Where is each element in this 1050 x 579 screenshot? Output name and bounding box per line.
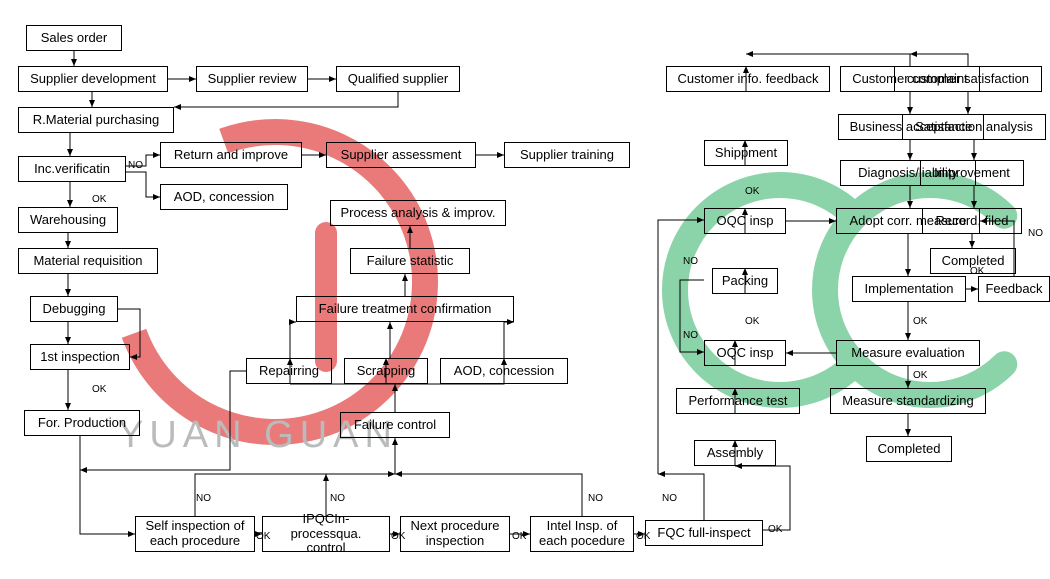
flowchart-canvas: YUAN GUAN Sales orderSupplier developmen… bbox=[0, 0, 1050, 579]
edge-label: NO bbox=[683, 256, 698, 267]
node-mat-requisition: Material requisition bbox=[18, 248, 158, 274]
edge bbox=[395, 474, 582, 516]
edge-label: OK bbox=[745, 186, 759, 197]
node-sales-order: Sales order bbox=[26, 25, 122, 51]
node-supplier-review: Supplier review bbox=[196, 66, 308, 92]
node-satisf-analysis: Satisfaction analysis bbox=[902, 114, 1046, 140]
node-return-improve: Return and improve bbox=[160, 142, 302, 168]
node-next-proc-insp: Next procedure inspection bbox=[400, 516, 510, 552]
node-aod-concession1: AOD, concession bbox=[160, 184, 288, 210]
node-warehousing: Warehousing bbox=[18, 207, 118, 233]
edge bbox=[195, 474, 395, 516]
node-oqc-insp2: OQC insp bbox=[704, 340, 786, 366]
node-supplier-training: Supplier training bbox=[504, 142, 630, 168]
node-supplier-assess: Supplier assessment bbox=[326, 142, 476, 168]
node-feedback: Feedback bbox=[978, 276, 1050, 302]
node-measure-eval: Measure evaluation bbox=[836, 340, 980, 366]
edge-label: NO bbox=[330, 493, 345, 504]
edge bbox=[910, 54, 968, 66]
node-self-insp: Self inspection of each procedure bbox=[135, 516, 255, 552]
node-oqc-insp1: OQC insp bbox=[704, 208, 786, 234]
node-packing: Packing bbox=[712, 268, 778, 294]
edge-label: OK bbox=[391, 531, 405, 542]
edge-label: OK bbox=[512, 531, 526, 542]
node-failure-statistic: Failure statistic bbox=[350, 248, 470, 274]
node-debugging: Debugging bbox=[30, 296, 118, 322]
edge-label: NO bbox=[196, 493, 211, 504]
edge-label: NO bbox=[1028, 228, 1043, 239]
edge-label: NO bbox=[662, 493, 677, 504]
edge-label: OK bbox=[970, 266, 984, 277]
edge-label: OK bbox=[636, 531, 650, 542]
edge-label: OK bbox=[92, 194, 106, 205]
node-inc-verif: Inc.verificatin bbox=[18, 156, 126, 182]
edge-label: NO bbox=[128, 160, 143, 171]
edge bbox=[746, 54, 910, 66]
node-fqc-full: FQC full-inspect bbox=[645, 520, 763, 546]
edge-label: NO bbox=[588, 493, 603, 504]
edge bbox=[174, 92, 398, 107]
node-failure-treat-conf: Failure treatment confirmation bbox=[296, 296, 514, 322]
node-performance-test: Performance test bbox=[676, 388, 800, 414]
node-rmat-purchasing: R.Material purchasing bbox=[18, 107, 174, 133]
edge-label: OK bbox=[913, 316, 927, 327]
node-measure-std: Measure standardizing bbox=[830, 388, 986, 414]
node-repairring: Repairring bbox=[246, 358, 332, 384]
edge-label: OK bbox=[745, 316, 759, 327]
edge bbox=[80, 436, 135, 534]
edge-label: NO bbox=[683, 330, 698, 341]
edge-label: OK bbox=[256, 531, 270, 542]
node-first-insp: 1st inspection bbox=[30, 344, 130, 370]
node-process-analysis: Process analysis & improv. bbox=[330, 200, 506, 226]
node-for-production: For. Production bbox=[24, 410, 140, 436]
node-improvement: Improvement bbox=[920, 160, 1024, 186]
edge bbox=[504, 322, 514, 358]
node-cust-info-fb: Customer info. feedback bbox=[666, 66, 830, 92]
node-intel-insp: Intel Insp. of each pocedure bbox=[530, 516, 634, 552]
node-ipqc: IPQCIn-processqua. control bbox=[262, 516, 390, 552]
node-scrapping: Scrapping bbox=[344, 358, 428, 384]
node-failure-control: Failure control bbox=[340, 412, 450, 438]
node-assembly: Assembly bbox=[694, 440, 776, 466]
edge-label: OK bbox=[913, 370, 927, 381]
node-record-filed: Record, filed bbox=[922, 208, 1022, 234]
edge-label: OK bbox=[768, 524, 782, 535]
node-supplier-dev: Supplier development bbox=[18, 66, 168, 92]
node-qualified-supplier: Qualified supplier bbox=[336, 66, 460, 92]
edge bbox=[126, 172, 160, 197]
edge-label: OK bbox=[92, 384, 106, 395]
node-completed2: Completed bbox=[866, 436, 952, 462]
edge bbox=[680, 280, 704, 352]
node-shippment: Shippment bbox=[704, 140, 788, 166]
node-aod-concession2: AOD, concession bbox=[440, 358, 568, 384]
node-implementation: Implementation bbox=[852, 276, 966, 302]
node-cust-satisfaction: customer satisfaction bbox=[894, 66, 1042, 92]
edge bbox=[290, 322, 296, 358]
